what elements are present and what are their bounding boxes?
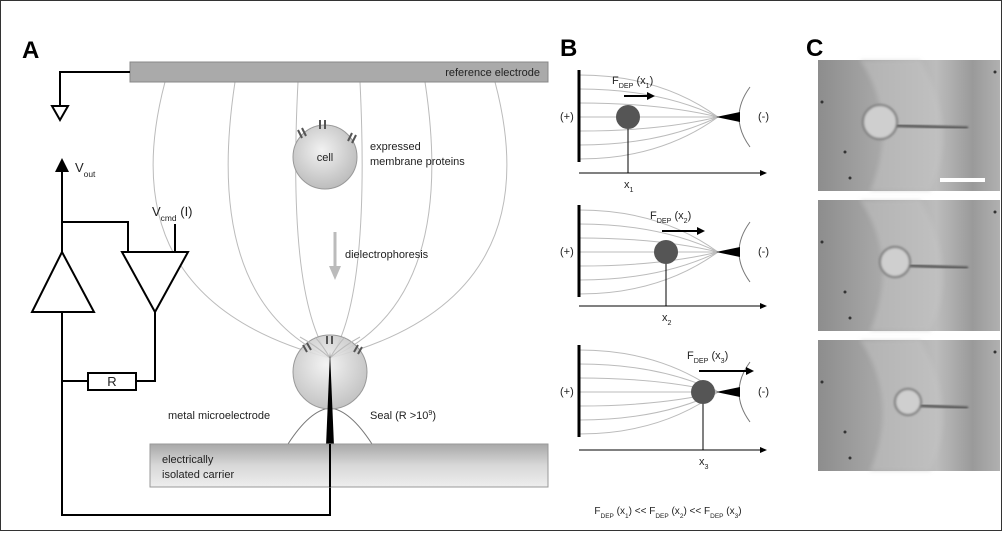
subscript: 2 — [668, 319, 672, 327]
text-part: (x — [669, 506, 680, 517]
text-part: ) — [688, 210, 692, 222]
page: { "panel_a": { "label": "A", "reference_… — [0, 0, 1002, 531]
particle — [616, 105, 640, 129]
minus-label: (-) — [758, 111, 769, 123]
subscript: out — [84, 169, 96, 179]
particle — [654, 240, 678, 264]
text-part: ) — [738, 506, 741, 517]
figure: A reference electrode Vout Vcmd (I) R ce… — [0, 0, 1002, 531]
panel-label: A — [22, 37, 39, 64]
carrier-label: electrically — [162, 454, 214, 466]
dot — [994, 71, 997, 74]
minus-label: (-) — [758, 246, 769, 258]
text-part: ) — [650, 75, 654, 87]
text-part: Seal (R >10 — [370, 410, 428, 422]
subscript: DEP — [694, 357, 709, 365]
dot — [821, 241, 824, 244]
dot — [849, 177, 852, 180]
dot — [994, 351, 997, 354]
plus-label: (+) — [560, 246, 574, 258]
subscript: cmd — [161, 213, 177, 223]
dot — [844, 151, 847, 154]
seal-label: Seal (R >109) — [370, 409, 436, 422]
panel-c — [818, 60, 1000, 471]
process-label: dielectrophoresis — [345, 249, 429, 261]
dot — [821, 101, 824, 104]
panel-label: B — [560, 35, 577, 62]
text-part: ) << F — [629, 506, 656, 517]
resistor-label: R — [107, 374, 116, 389]
text-part: (x — [614, 506, 625, 517]
text-part: (x — [724, 506, 735, 517]
plus-label: (+) — [560, 111, 574, 123]
subscript: DEP — [601, 513, 614, 520]
dot — [844, 431, 847, 434]
subscript: 1 — [630, 186, 634, 194]
microelectrode-label: metal microelectrode — [168, 410, 270, 422]
cell-label: cell — [317, 152, 334, 164]
subscript: DEP — [710, 513, 723, 520]
cell — [895, 389, 921, 415]
dot — [821, 381, 824, 384]
cell — [863, 105, 897, 139]
text-part: (x — [708, 350, 721, 362]
text-part: (x — [633, 75, 646, 87]
dot — [844, 291, 847, 294]
subscript: DEP — [657, 217, 672, 225]
scale-bar — [940, 178, 985, 182]
subscript: DEP — [655, 513, 668, 520]
carrier-label: isolated carrier — [162, 469, 234, 481]
plus-label: (+) — [560, 386, 574, 398]
text-part: ) — [432, 410, 436, 422]
text-part: (x — [671, 210, 684, 222]
subscript: DEP — [619, 82, 634, 90]
text-part: (I) — [177, 204, 193, 219]
panel-label: C — [806, 35, 823, 62]
particle — [691, 380, 715, 404]
dot — [849, 457, 852, 460]
text-part: ) — [725, 350, 729, 362]
electrode-label: reference electrode — [445, 67, 540, 79]
protein-label: membrane proteins — [370, 156, 465, 168]
text-part: V — [152, 204, 161, 219]
minus-label: (-) — [758, 386, 769, 398]
dot — [994, 211, 997, 214]
protein-label: expressed — [370, 141, 421, 153]
subscript: 3 — [705, 463, 709, 471]
cell — [880, 247, 910, 277]
text-part: V — [75, 160, 84, 175]
dot — [849, 317, 852, 320]
text-part: ) << F — [683, 506, 710, 517]
